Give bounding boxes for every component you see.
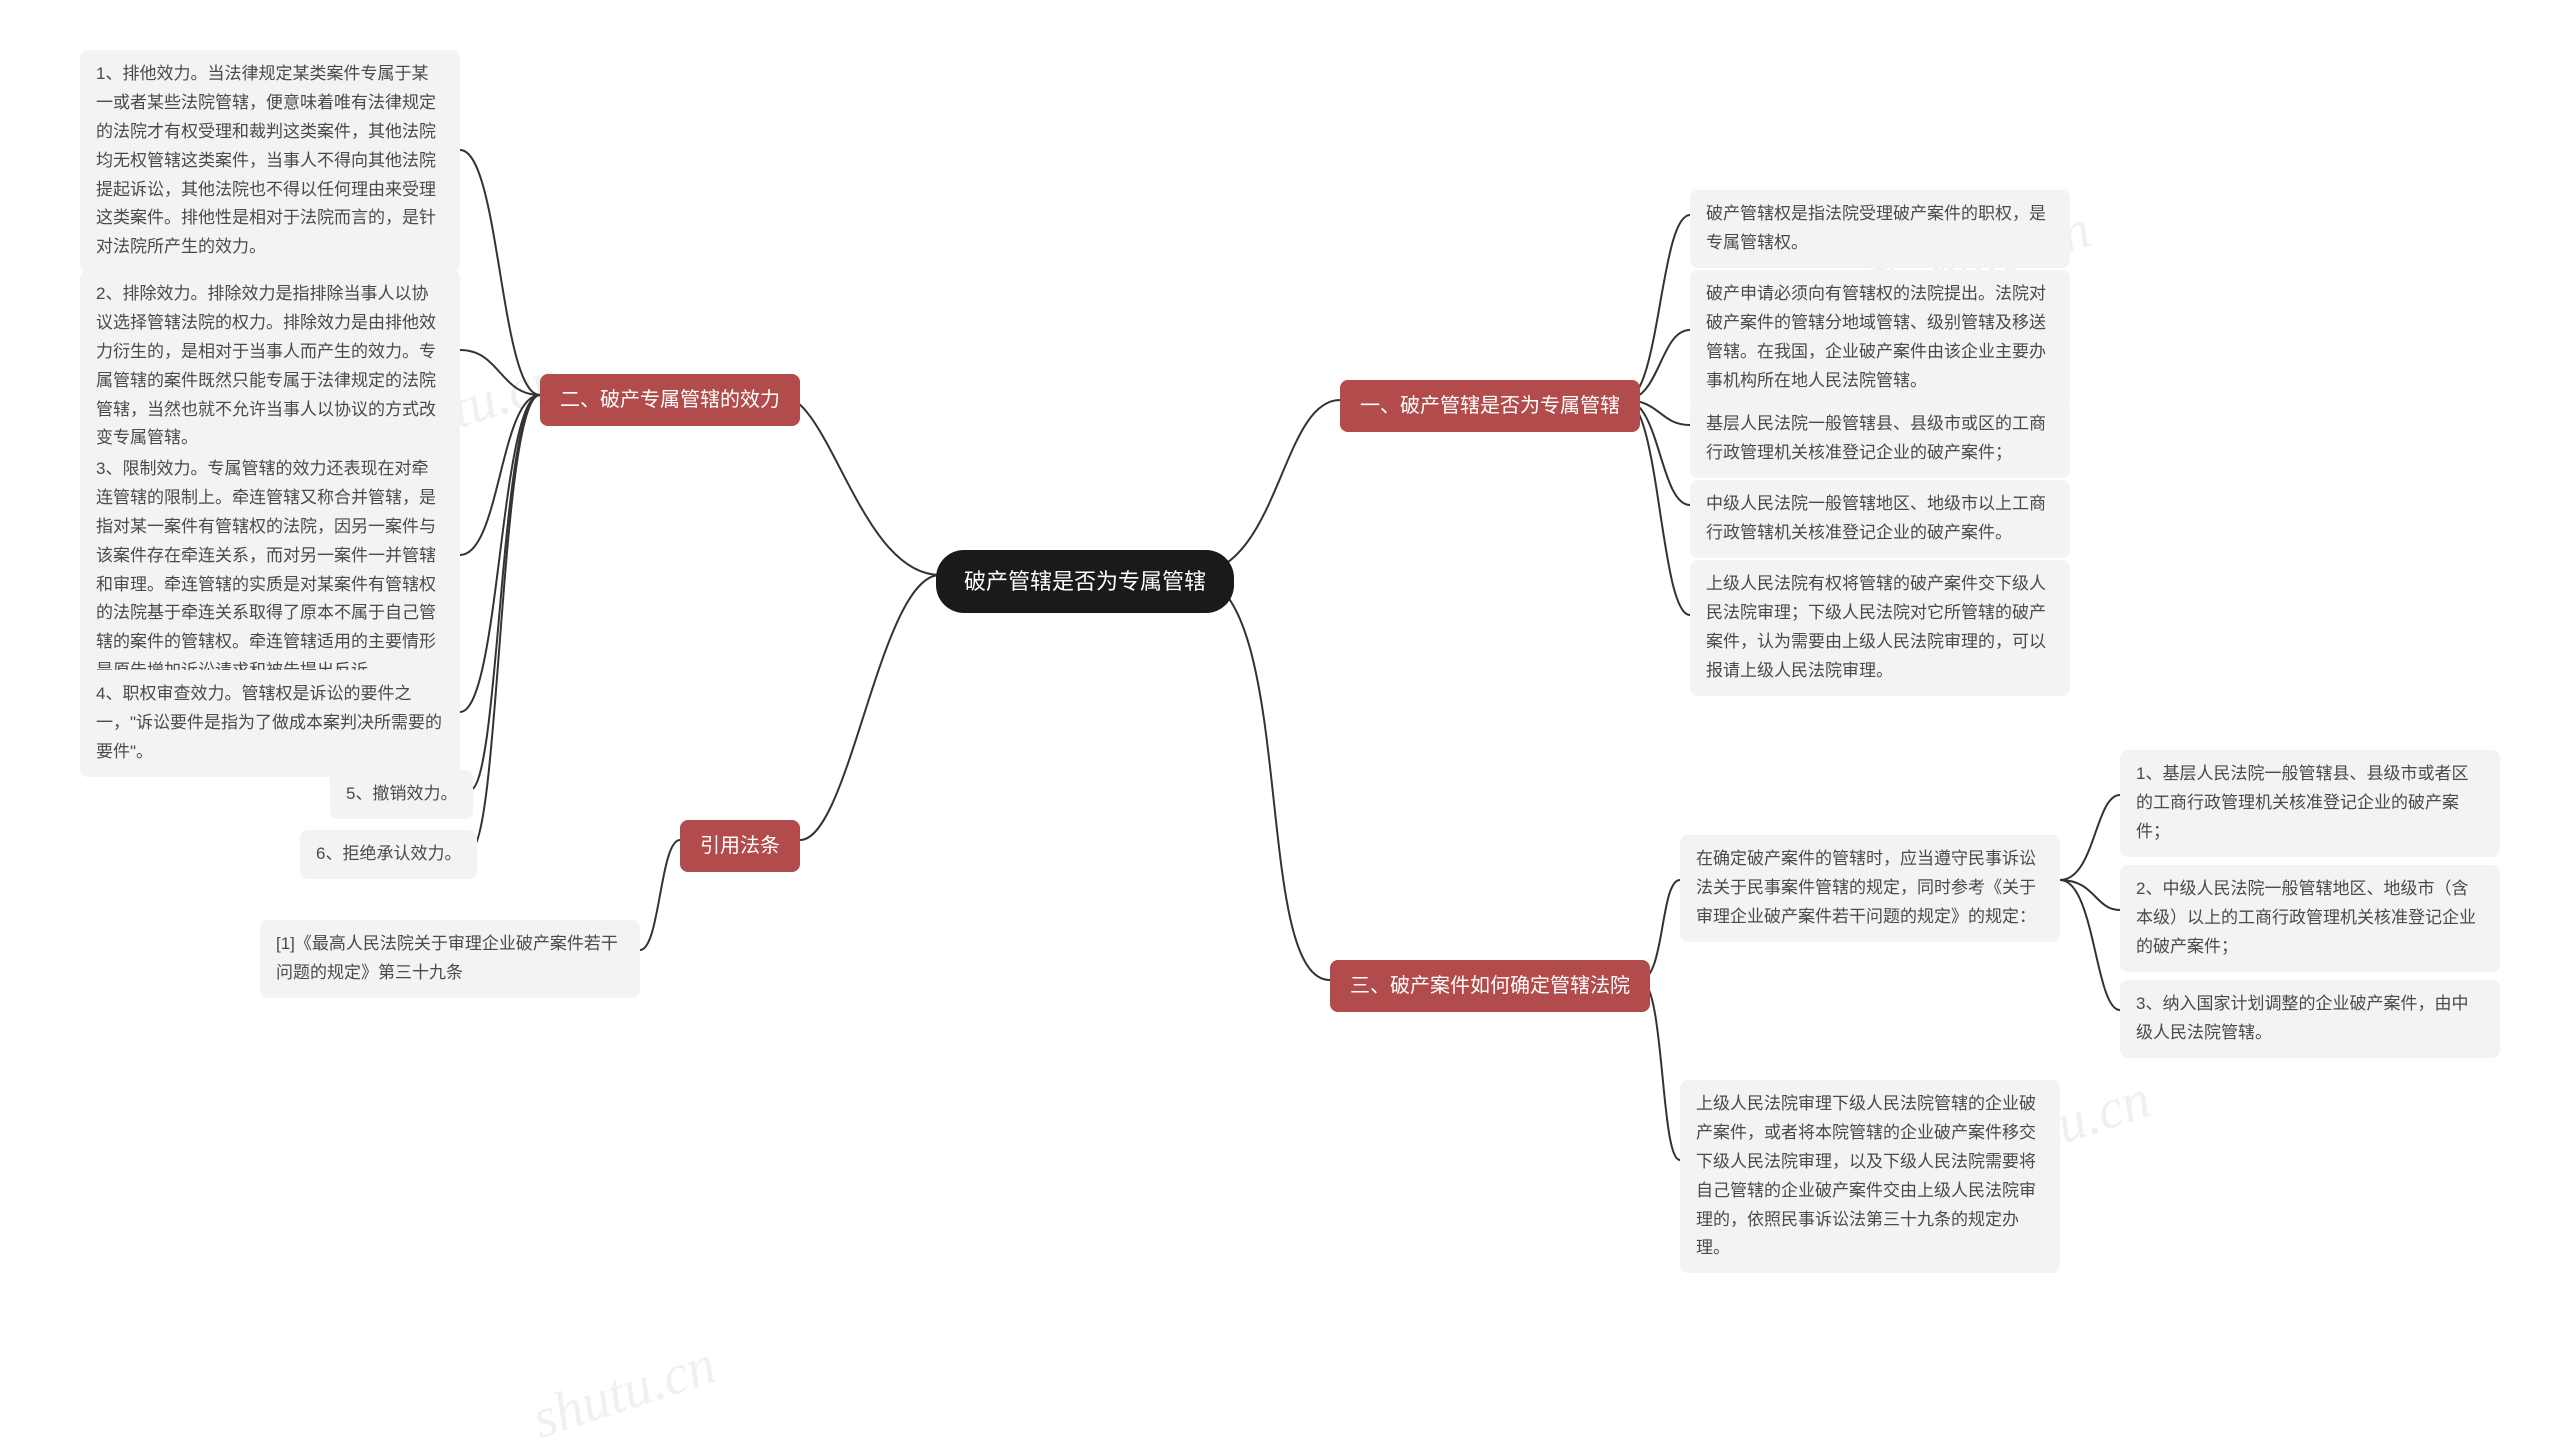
leaf-b2-5: 5、撤销效力。 xyxy=(330,770,473,819)
branch-1: 一、破产管辖是否为专属管辖 xyxy=(1340,380,1640,432)
leaf-b2-6: 6、拒绝承认效力。 xyxy=(300,830,477,879)
leaf-b1-3: 基层人民法院一般管辖县、县级市或区的工商行政管理机关核准登记企业的破产案件； xyxy=(1690,400,2070,478)
root-node: 破产管辖是否为专属管辖 xyxy=(936,550,1234,613)
leaf-b2-3: 3、限制效力。专属管辖的效力还表现在对牵连管辖的限制上。牵连管辖又称合并管辖，是… xyxy=(80,445,460,696)
branch-3: 三、破产案件如何确定管辖法院 xyxy=(1330,960,1650,1012)
leaf-b3-1: 在确定破产案件的管辖时，应当遵守民事诉讼法关于民事案件管辖的规定，同时参考《关于… xyxy=(1680,835,2060,942)
leaf-b1-1: 破产管辖权是指法院受理破产案件的职权，是专属管辖权。 xyxy=(1690,190,2070,268)
leaf-b3-1-3: 3、纳入国家计划调整的企业破产案件，由中级人民法院管辖。 xyxy=(2120,980,2500,1058)
leaf-b4-1: [1]《最高人民法院关于审理企业破产案件若干问题的规定》第三十九条 xyxy=(260,920,640,998)
watermark: shutu.cn xyxy=(525,1332,724,1451)
leaf-b2-4: 4、职权审查效力。管辖权是诉讼的要件之一，"诉讼要件是指为了做成本案判决所需要的… xyxy=(80,670,460,777)
branch-4: 引用法条 xyxy=(680,820,800,872)
leaf-b1-5: 上级人民法院有权将管辖的破产案件交下级人民法院审理；下级人民法院对它所管辖的破产… xyxy=(1690,560,2070,696)
leaf-b2-2: 2、排除效力。排除效力是指排除当事人以协议选择管辖法院的权力。排除效力是由排他效… xyxy=(80,270,460,463)
leaf-b3-1-2: 2、中级人民法院一般管辖地区、地级市（含本级）以上的工商行政管理机关核准登记企业… xyxy=(2120,865,2500,972)
leaf-b1-2: 破产申请必须向有管辖权的法院提出。法院对破产案件的管辖分地域管辖、级别管辖及移送… xyxy=(1690,270,2070,406)
leaf-b3-2: 上级人民法院审理下级人民法院管辖的企业破产案件，或者将本院管辖的企业破产案件移交… xyxy=(1680,1080,2060,1273)
branch-2: 二、破产专属管辖的效力 xyxy=(540,374,800,426)
leaf-b3-1-1: 1、基层人民法院一般管辖县、县级市或者区的工商行政管理机关核准登记企业的破产案件… xyxy=(2120,750,2500,857)
leaf-b1-4: 中级人民法院一般管辖地区、地级市以上工商行政管辖机关核准登记企业的破产案件。 xyxy=(1690,480,2070,558)
leaf-b2-1: 1、排他效力。当法律规定某类案件专属于某一或者某些法院管辖，便意味着唯有法律规定… xyxy=(80,50,460,272)
